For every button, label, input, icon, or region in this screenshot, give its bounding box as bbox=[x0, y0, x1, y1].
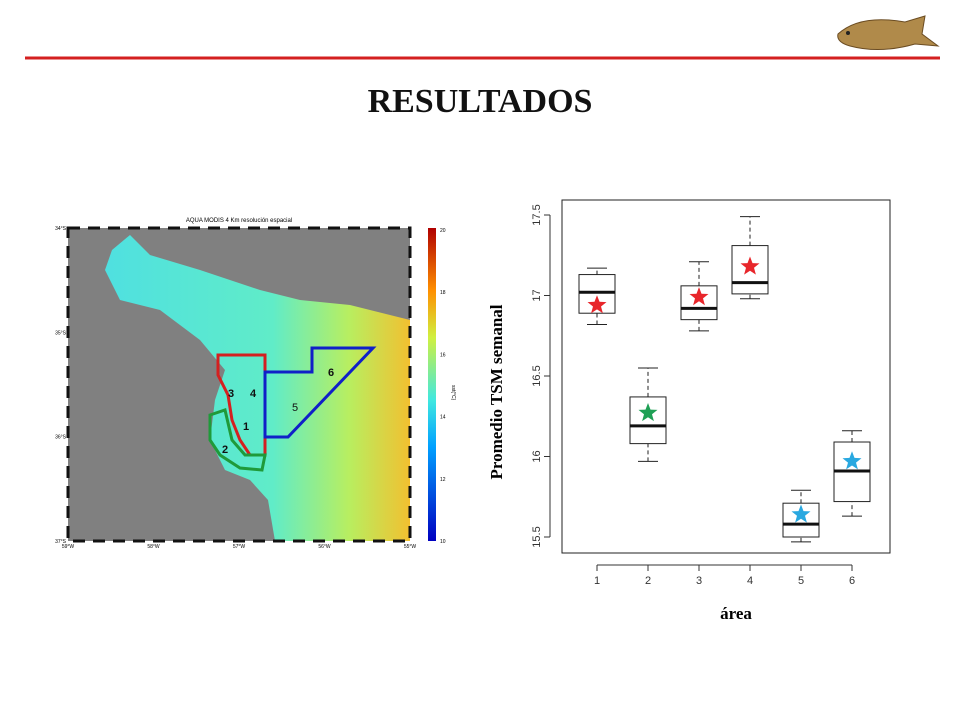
x-tick-label: 5 bbox=[798, 575, 804, 587]
star-marker bbox=[740, 256, 760, 275]
lat-label: 35°S bbox=[55, 330, 67, 336]
star-marker bbox=[689, 287, 709, 306]
colorbar-label: sst(°C) bbox=[450, 385, 456, 401]
lon-label: 59°W bbox=[62, 544, 75, 550]
lon-label: 55°W bbox=[404, 544, 417, 550]
colorbar-tick: 14 bbox=[440, 415, 446, 421]
lon-label: 58°W bbox=[147, 544, 160, 550]
colorbar-tick: 12 bbox=[440, 477, 446, 483]
x-tick-label: 3 bbox=[696, 575, 702, 587]
x-axis-label: área bbox=[720, 604, 752, 623]
star-marker bbox=[842, 451, 862, 470]
lat-label: 34°S bbox=[55, 226, 67, 232]
x-tick-label: 4 bbox=[747, 575, 753, 587]
x-tick-label: 6 bbox=[849, 575, 855, 587]
slide-title: RESULTADOS bbox=[368, 83, 593, 120]
colorbar bbox=[428, 228, 436, 541]
y-tick-label: 16 bbox=[531, 450, 543, 462]
sst-map: AQUA MODIS 4 Km resolución espacial 34°S 3… bbox=[55, 218, 456, 550]
area-outline bbox=[208, 408, 267, 472]
area-outline bbox=[263, 346, 377, 439]
area-label: 6 bbox=[328, 367, 334, 379]
area-label: 5 bbox=[292, 402, 298, 414]
lon-label: 56°W bbox=[318, 544, 331, 550]
star-marker bbox=[587, 295, 607, 314]
y-tick-label: 15.5 bbox=[531, 526, 543, 547]
y-tick-label: 17.5 bbox=[531, 204, 543, 225]
x-tick-label: 1 bbox=[594, 575, 600, 587]
fish-icon bbox=[837, 15, 940, 51]
ocean bbox=[105, 235, 410, 541]
star-marker bbox=[638, 403, 658, 422]
colorbar-tick: 16 bbox=[440, 352, 446, 358]
y-tick-label: 16.5 bbox=[531, 365, 543, 386]
area-label: 1 bbox=[243, 421, 249, 433]
boxplot: Promedio TSM semanal área 15.51616.51717… bbox=[487, 199, 891, 623]
star-marker bbox=[791, 504, 811, 523]
lon-label: 57°W bbox=[233, 544, 246, 550]
area-label: 2 bbox=[222, 444, 228, 456]
map-frame bbox=[66, 226, 412, 543]
area-label: 4 bbox=[250, 388, 257, 400]
map-title: AQUA MODIS 4 Km resolución espacial bbox=[186, 218, 292, 224]
colorbar-tick: 20 bbox=[440, 228, 446, 234]
x-tick-label: 2 bbox=[645, 575, 651, 587]
y-tick-label: 17 bbox=[531, 289, 543, 301]
area-label: 3 bbox=[228, 388, 234, 400]
colorbar-tick: 10 bbox=[440, 539, 446, 545]
plot-frame bbox=[561, 199, 891, 554]
colorbar-tick: 18 bbox=[440, 290, 446, 296]
lat-label: 36°S bbox=[55, 435, 67, 441]
y-axis-label: Promedio TSM semanal bbox=[487, 304, 506, 479]
lat-label: 37°S bbox=[55, 539, 67, 545]
